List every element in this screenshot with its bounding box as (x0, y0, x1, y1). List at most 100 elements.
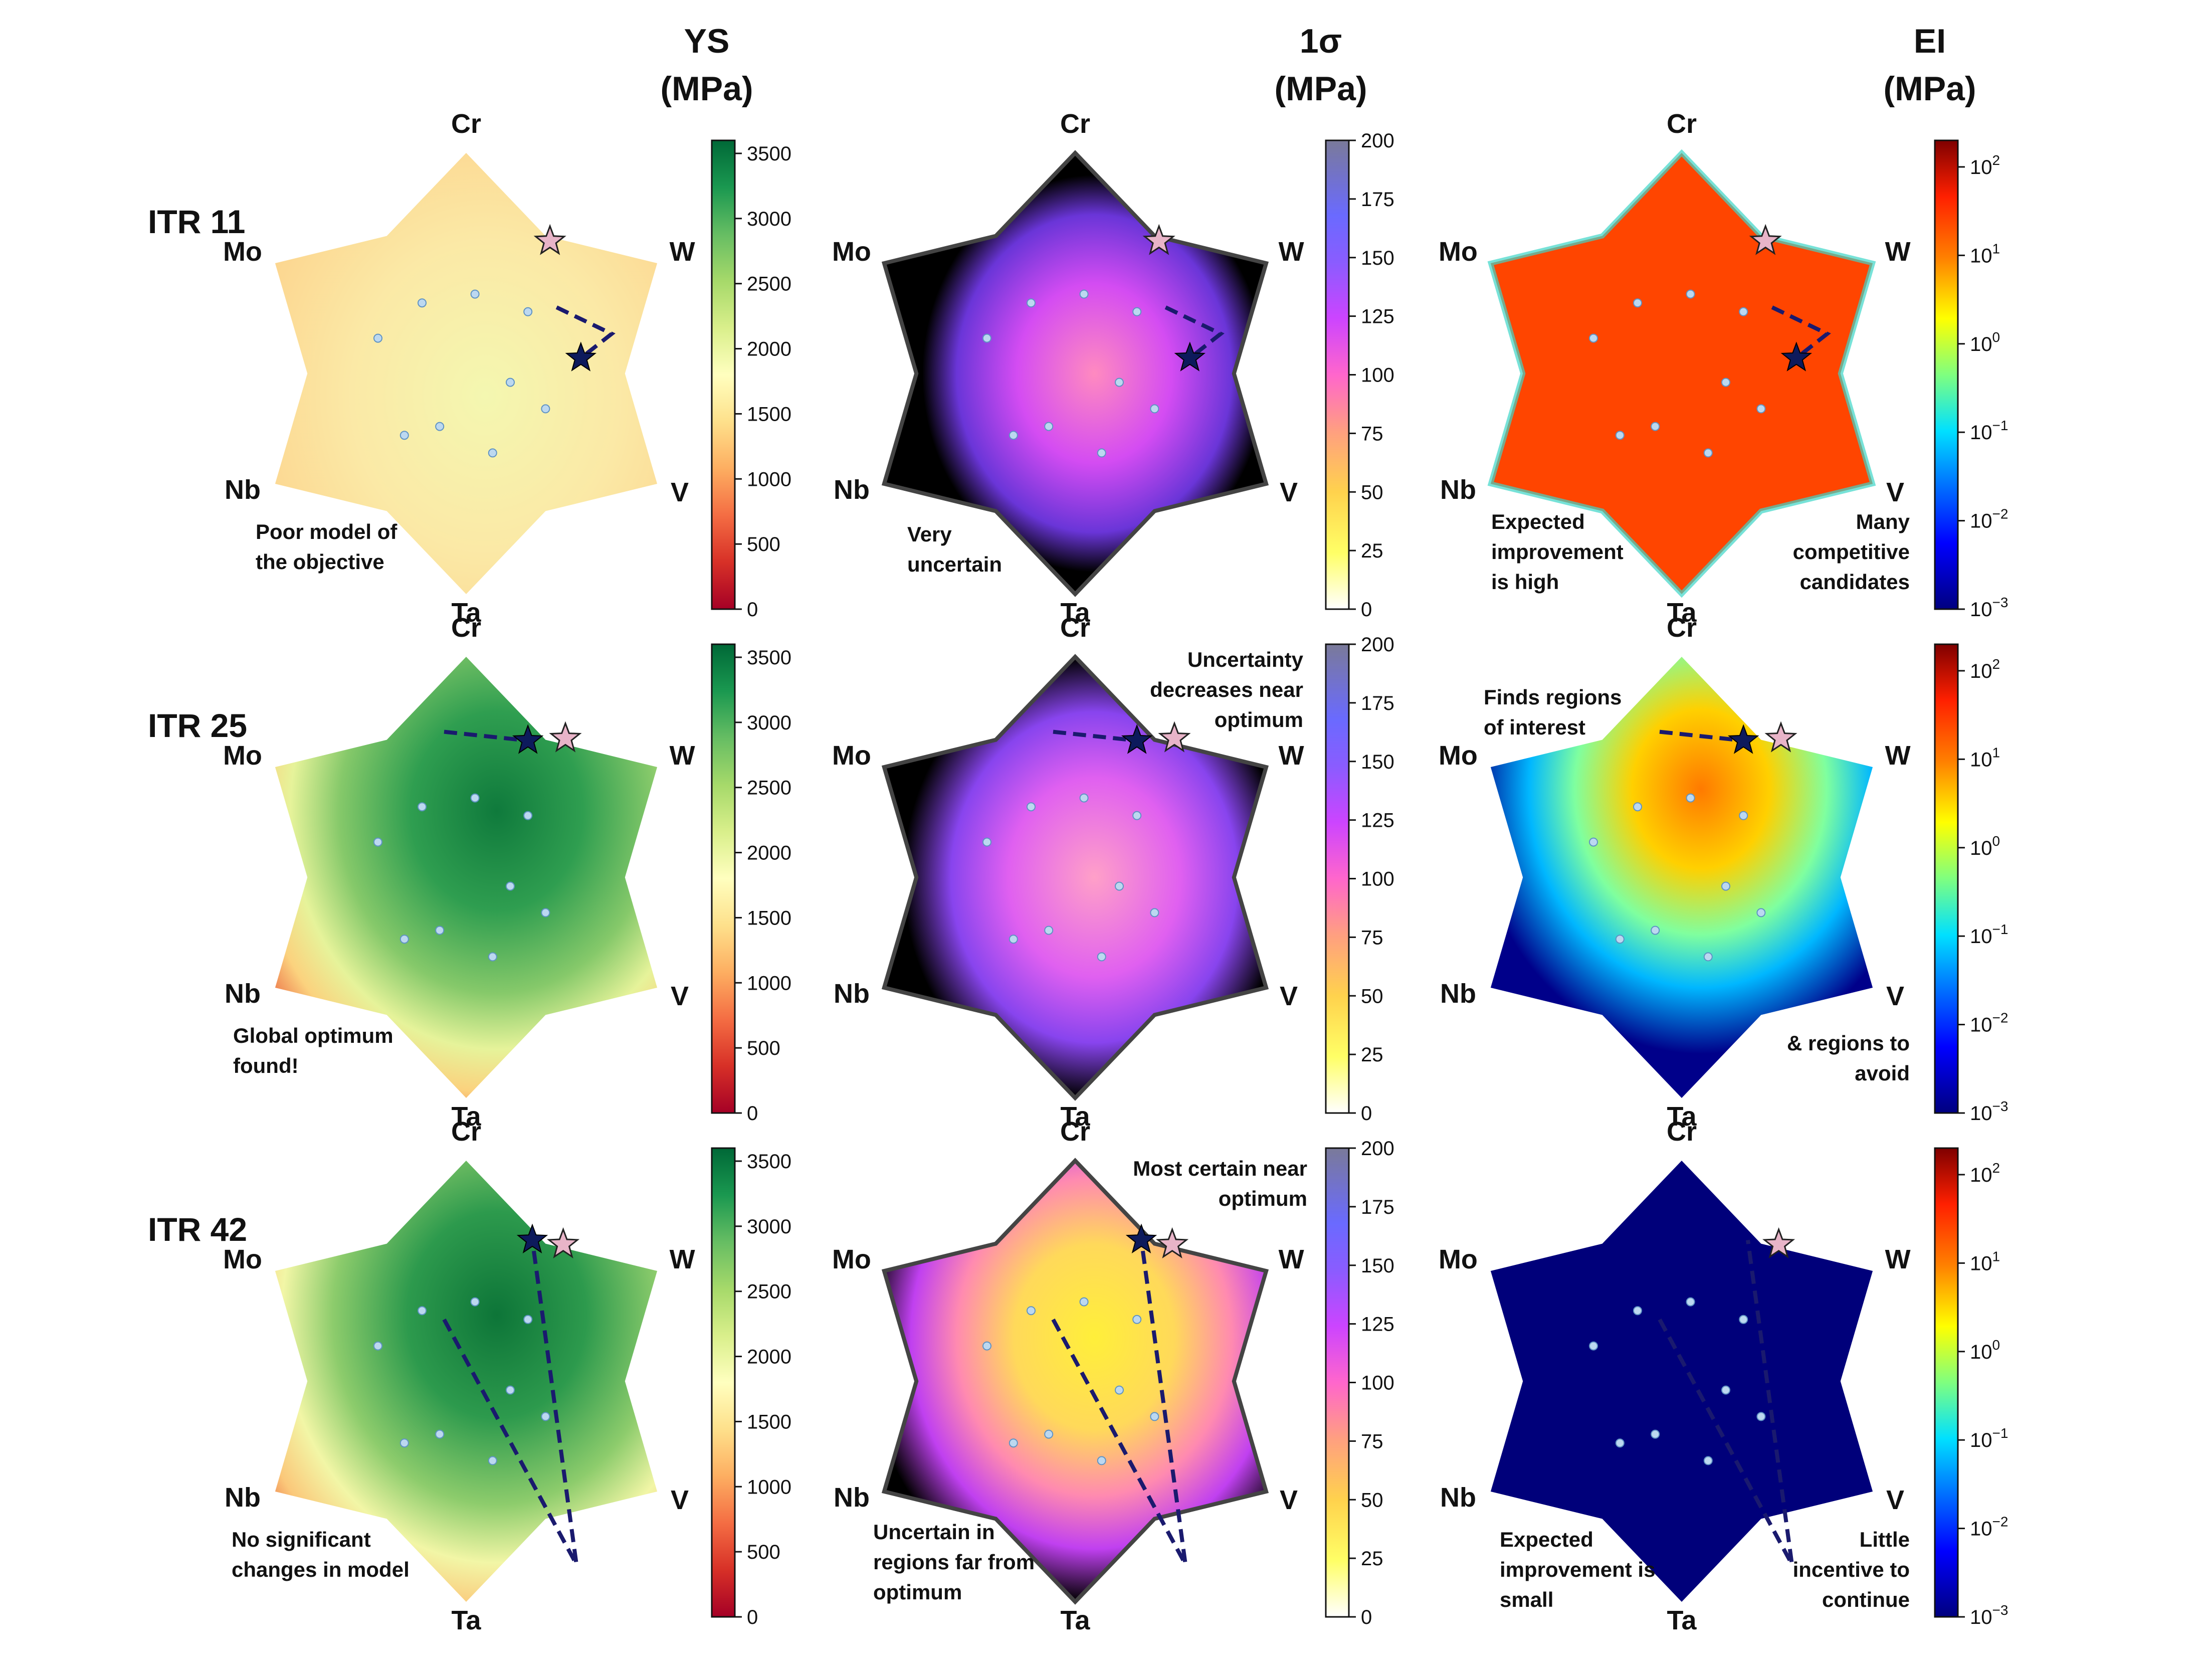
annotation-text: incentive to (1793, 1558, 1910, 1581)
sample-point (1115, 378, 1124, 387)
best-candidate-star (1780, 341, 1813, 372)
colorbar-gradient (1325, 139, 1350, 610)
colorbar-tick-label: 175 (1361, 189, 1394, 211)
vertex-label: Mo (1439, 1244, 1478, 1274)
colorbar-tick-label: 150 (1361, 1255, 1394, 1277)
sample-point (1097, 952, 1106, 962)
colorbar-tick-label: 125 (1361, 810, 1394, 832)
sample-point (1097, 1456, 1106, 1465)
annotation-text: & regions to (1787, 1031, 1910, 1055)
vertex-label: Ta (1060, 1605, 1090, 1635)
sample-point (1615, 431, 1625, 440)
colorbar-tick-label: 100 (1970, 329, 2000, 355)
annotation-text: avoid (1855, 1061, 1910, 1085)
composition-map: Cr W V Ta Nb Mo (1439, 613, 1911, 1132)
colorbar-tick-label: 1000 (747, 1476, 791, 1498)
colorbar-tick-label: 50 (1361, 985, 1383, 1007)
vertex-label: Mo (223, 741, 262, 771)
vertex-label: V (671, 981, 689, 1011)
composition-map: Cr W V Ta Nb Mo (832, 109, 1304, 628)
colorbar-tick-label: 0 (1361, 1102, 1372, 1125)
colorbar: 10−3 10−2 10−1 100 101 102 (1934, 139, 2008, 621)
annotation-text: Uncertain in (873, 1520, 995, 1544)
colorbar: 0 500 1000 1500 2000 2500 3000 3500 (711, 643, 791, 1125)
colorbar-tick-label: 25 (1361, 540, 1383, 562)
sample-point (470, 793, 480, 803)
sample-point (1721, 378, 1730, 387)
colorbar-tick-label: 0 (1361, 599, 1372, 621)
colorbar-tick-label: 200 (1361, 130, 1394, 152)
map-surface (1490, 657, 1873, 1098)
vertex-label: Nb (834, 979, 870, 1009)
vertex-label: Ta (451, 1605, 481, 1635)
sample-point (1589, 333, 1598, 343)
best-candidate-star (1125, 1223, 1157, 1254)
colorbar-tick-label: 500 (747, 1037, 780, 1059)
sample-point (1589, 837, 1598, 847)
best-candidate-star (1174, 341, 1206, 372)
target-star (1158, 721, 1191, 753)
sample-point (1132, 1315, 1142, 1324)
sample-point (399, 1438, 409, 1448)
colorbar-tick-label: 100 (1361, 1372, 1394, 1394)
annotation-text: Most certain near (1133, 1157, 1307, 1180)
sample-point (418, 1306, 427, 1316)
sample-point (1703, 1456, 1713, 1465)
vertex-label: W (670, 1244, 695, 1274)
composition-map: Cr W V Ta Nb Mo (223, 613, 695, 1132)
colorbar-tick-label: 75 (1361, 423, 1383, 445)
sample-point (1132, 307, 1142, 316)
annotation-text: Expected (1491, 510, 1585, 533)
vertex-label: Ta (1667, 1605, 1697, 1635)
sample-point (1633, 298, 1642, 308)
target-star (1749, 224, 1782, 255)
target-star (533, 224, 566, 255)
vertex-label: Nb (1440, 1483, 1476, 1513)
sample-point (373, 333, 382, 343)
colorbar-tick-label: 102 (1970, 1160, 2000, 1186)
vertex-label: Cr (451, 613, 481, 643)
colorbar-tick-label: 2000 (747, 842, 791, 864)
sample-point (1703, 448, 1713, 458)
colorbar-tick-label: 100 (1970, 1337, 2000, 1363)
annotation-text: Many (1856, 510, 1910, 533)
search-path (1658, 1239, 1794, 1566)
colorbar: 0 25 50 75 100 125 150 175 200 (1325, 1138, 1394, 1628)
map-surface (881, 654, 1269, 1101)
colorbar-gradient (711, 139, 736, 610)
sample-point (1651, 422, 1660, 431)
colorbar-tick-label: 500 (747, 533, 780, 556)
composition-map: Cr W V Ta Nb Mo (223, 109, 695, 628)
sample-point (488, 448, 497, 458)
vertex-label: Nb (834, 1483, 870, 1513)
sample-point (470, 1297, 480, 1307)
vertex-label: Nb (1440, 979, 1476, 1009)
sample-point (1615, 1438, 1625, 1448)
sample-point (541, 404, 550, 414)
colorbar-tick-label: 0 (747, 1606, 758, 1628)
composition-map: Cr W V Ta Nb Mo (1439, 109, 1911, 628)
sample-point (435, 1429, 445, 1439)
search-path (1051, 1239, 1187, 1566)
map-surface (1490, 1161, 1873, 1602)
colorbar-tick-label: 3000 (747, 712, 791, 734)
vertex-label: Cr (1667, 613, 1697, 643)
annotation-text: is high (1491, 570, 1559, 594)
vertex-label: V (1886, 981, 1904, 1011)
sample-point (1739, 1315, 1748, 1324)
annotation-text: uncertain (907, 552, 1002, 576)
search-path (442, 1239, 578, 1566)
colorbar-tick-label: 0 (1361, 1606, 1372, 1628)
vertex-label: Ta (451, 1101, 481, 1132)
colorbar-tick-label: 1500 (747, 907, 791, 929)
sample-point (1721, 881, 1730, 891)
sample-point (1589, 1341, 1598, 1351)
colorbar: 0 25 50 75 100 125 150 175 200 (1325, 130, 1394, 621)
colorbar-tick-label: 0 (747, 599, 758, 621)
sample-point (1633, 1306, 1642, 1316)
column-title: YS (684, 22, 730, 60)
colorbar-gradient (1934, 139, 1959, 610)
sample-point (1703, 952, 1713, 962)
colorbar: 10−3 10−2 10−1 100 101 102 (1934, 1147, 2008, 1628)
colorbar-tick-label: 102 (1970, 152, 2000, 178)
